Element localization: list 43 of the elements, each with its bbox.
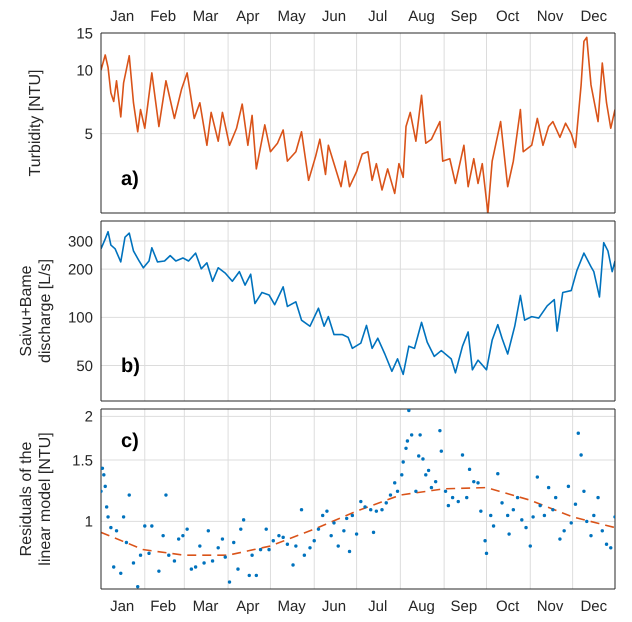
x-tick-label: Dec [580, 598, 608, 615]
x-tick-label: Jul [368, 8, 388, 25]
y-tick-label: 300 [68, 233, 93, 250]
y-tick-label: 2 [84, 408, 93, 426]
x-tick-label: May [277, 598, 306, 615]
x-tick-label: Dec [580, 8, 608, 25]
annotation: c) [121, 430, 139, 453]
x-tick-label: Jun [322, 8, 346, 25]
y-tick-label: 100 [68, 310, 93, 327]
x-tick-label: Aug [408, 8, 435, 25]
y-tick-label: 200 [68, 261, 93, 278]
y-tick-label: 5 [84, 126, 93, 143]
x-tick-label: Mar [192, 598, 218, 615]
y-tick-label: 10 [76, 62, 93, 80]
y-axis-title: Turbidity [NTU] [27, 70, 44, 176]
annotation: b) [121, 355, 140, 378]
y-tick-label: 1.5 [72, 452, 93, 470]
x-tick-label: Nov [536, 598, 564, 615]
x-tick-label: Mar [192, 8, 218, 25]
line-series [101, 36, 615, 213]
y-tick-label: 15 [76, 25, 93, 42]
line-series [101, 230, 615, 376]
x-tick-label: Jan [110, 8, 134, 25]
x-tick-label: Oct [496, 598, 520, 615]
y-tick-label: 1 [84, 514, 93, 531]
annotation: a) [121, 168, 139, 191]
x-tick-label: Jan [110, 598, 134, 615]
x-tick-label: Apr [236, 8, 260, 25]
y-axis-title: Residuals of the linear model [NTU] [18, 432, 54, 566]
x-tick-label: May [277, 8, 306, 25]
x-tick-label: Apr [236, 598, 260, 615]
line-series [101, 486, 615, 556]
x-tick-label: Aug [408, 598, 435, 615]
x-tick-label: Sep [450, 598, 478, 615]
y-axis-title: Saivu+Bame discharge [L/s] [18, 258, 54, 364]
x-tick-label: Feb [150, 8, 176, 25]
x-tick-label: Sep [450, 8, 478, 25]
y-tick-label: 50 [76, 358, 93, 375]
x-tick-label: Oct [496, 8, 520, 25]
x-tick-label: Nov [536, 8, 564, 25]
x-tick-label: Jul [368, 598, 388, 615]
x-tick-label: Feb [150, 598, 176, 615]
x-tick-label: Jun [322, 598, 346, 615]
